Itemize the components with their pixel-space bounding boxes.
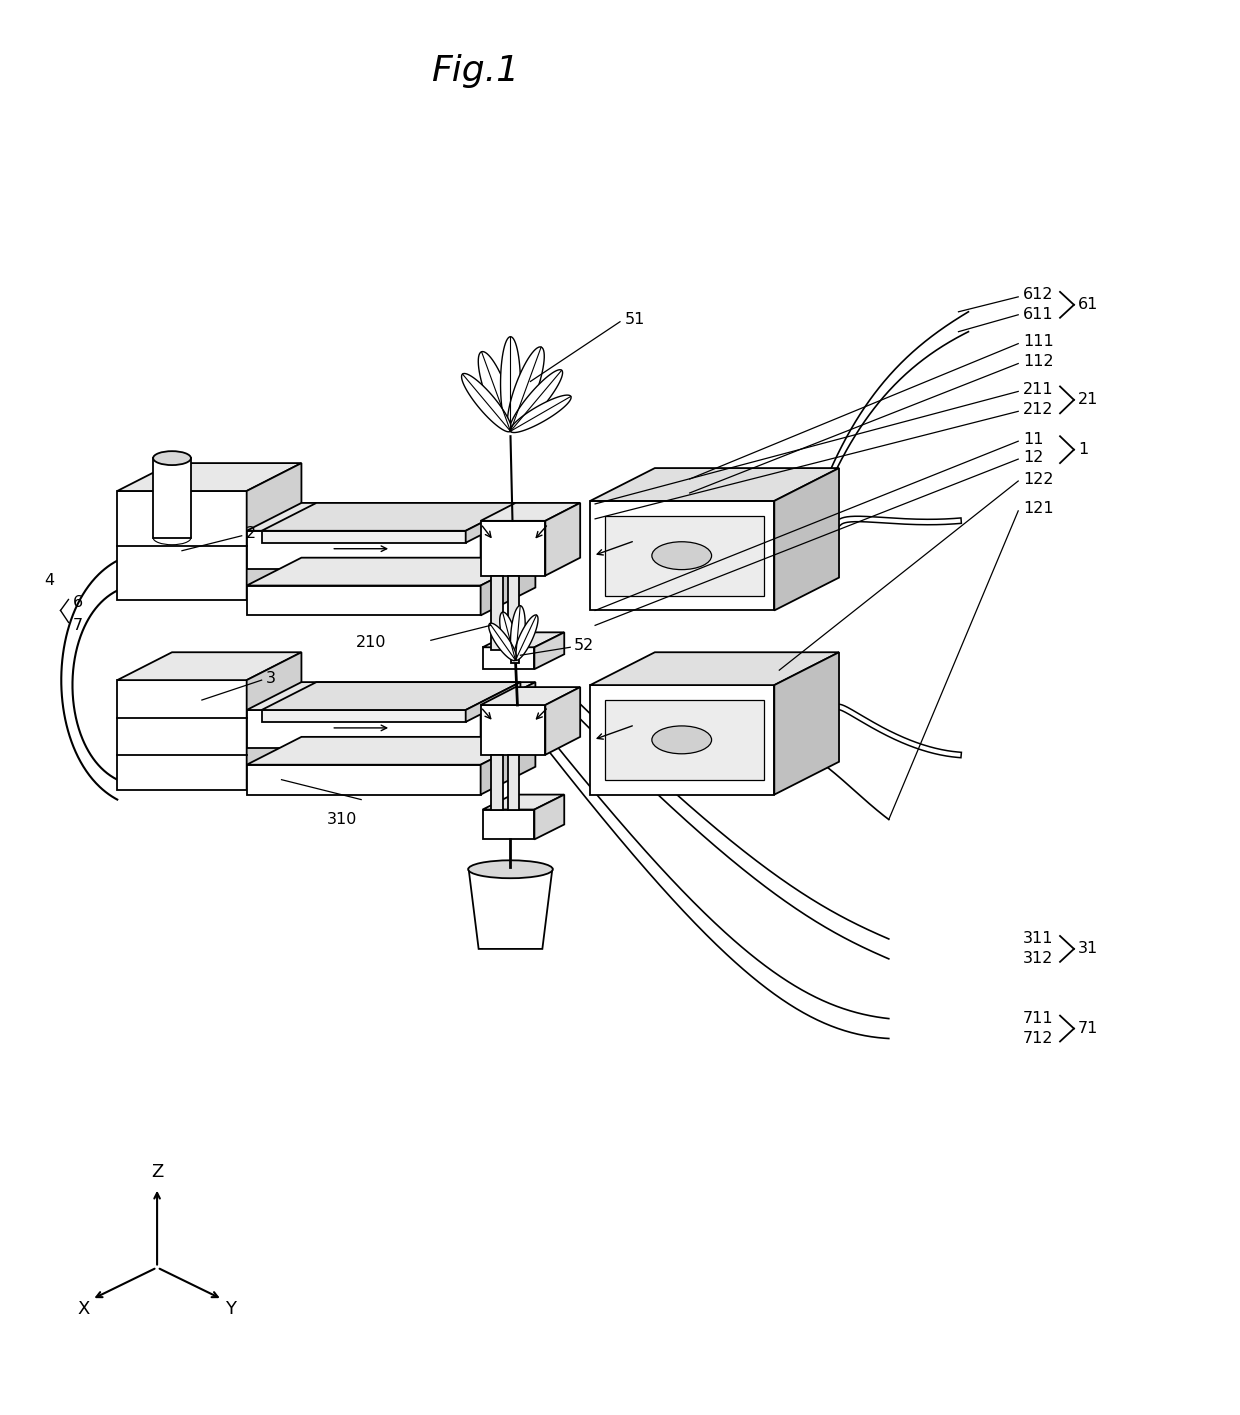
Polygon shape (481, 688, 580, 705)
Polygon shape (247, 710, 481, 747)
Polygon shape (262, 531, 466, 543)
Text: 61: 61 (1078, 297, 1099, 313)
Polygon shape (513, 616, 538, 661)
Text: 11: 11 (1023, 432, 1044, 447)
Polygon shape (482, 633, 564, 647)
Text: 51: 51 (625, 313, 645, 327)
Text: Z: Z (151, 1163, 164, 1182)
Text: 311: 311 (1023, 931, 1054, 947)
Polygon shape (481, 682, 536, 747)
Polygon shape (481, 737, 536, 795)
Polygon shape (262, 502, 521, 531)
Polygon shape (466, 502, 521, 543)
Polygon shape (510, 369, 563, 432)
Polygon shape (481, 502, 536, 569)
Polygon shape (489, 623, 517, 661)
Polygon shape (247, 652, 301, 790)
Polygon shape (774, 652, 839, 795)
Polygon shape (507, 754, 520, 809)
Text: 712: 712 (1023, 1032, 1054, 1046)
Polygon shape (118, 652, 301, 681)
Polygon shape (247, 558, 536, 586)
Polygon shape (247, 737, 536, 764)
Text: X: X (78, 1300, 91, 1317)
Polygon shape (247, 586, 481, 616)
Polygon shape (247, 682, 536, 710)
Polygon shape (118, 681, 247, 790)
Text: 122: 122 (1023, 471, 1054, 487)
Ellipse shape (153, 451, 191, 466)
Ellipse shape (469, 860, 553, 879)
Text: 310: 310 (326, 812, 357, 826)
Polygon shape (262, 710, 466, 722)
Text: 611: 611 (1023, 307, 1054, 323)
Polygon shape (511, 606, 526, 661)
Polygon shape (491, 754, 502, 809)
Text: 6: 6 (72, 594, 83, 610)
Polygon shape (507, 347, 544, 432)
Text: 52: 52 (574, 638, 594, 652)
Polygon shape (469, 869, 552, 949)
Polygon shape (118, 463, 301, 491)
Polygon shape (590, 652, 839, 685)
Polygon shape (534, 795, 564, 839)
Text: Y: Y (224, 1300, 236, 1317)
Text: 7: 7 (72, 618, 83, 633)
Polygon shape (534, 633, 564, 669)
Text: 12: 12 (1023, 450, 1044, 464)
Polygon shape (466, 682, 521, 722)
Polygon shape (546, 502, 580, 576)
Text: 71: 71 (1078, 1022, 1099, 1036)
Polygon shape (546, 688, 580, 754)
Text: 212: 212 (1023, 402, 1054, 417)
Polygon shape (500, 613, 518, 661)
Polygon shape (501, 337, 521, 432)
Polygon shape (481, 558, 536, 616)
Text: 210: 210 (356, 635, 386, 649)
Text: 312: 312 (1023, 951, 1054, 966)
Text: 112: 112 (1023, 354, 1054, 369)
Polygon shape (590, 685, 774, 795)
Text: Fig.1: Fig.1 (430, 54, 520, 88)
Polygon shape (590, 468, 839, 501)
Polygon shape (482, 795, 564, 809)
Text: 211: 211 (1023, 382, 1054, 398)
Polygon shape (511, 647, 520, 664)
Text: 1: 1 (1078, 441, 1089, 457)
Ellipse shape (652, 726, 712, 754)
Text: 2: 2 (246, 526, 255, 542)
Text: 31: 31 (1078, 941, 1099, 957)
Polygon shape (479, 351, 513, 432)
Text: 612: 612 (1023, 287, 1054, 303)
Polygon shape (247, 531, 481, 569)
Polygon shape (774, 468, 839, 610)
Polygon shape (247, 463, 301, 600)
Text: 711: 711 (1023, 1012, 1054, 1026)
Polygon shape (247, 502, 536, 531)
Polygon shape (481, 521, 546, 576)
Text: 121: 121 (1023, 501, 1054, 516)
Polygon shape (605, 700, 764, 780)
Polygon shape (507, 576, 520, 651)
Polygon shape (247, 764, 481, 795)
Polygon shape (481, 502, 580, 521)
Text: 4: 4 (45, 573, 55, 589)
Polygon shape (482, 647, 534, 669)
Polygon shape (153, 458, 191, 538)
Polygon shape (118, 491, 247, 600)
Polygon shape (510, 395, 572, 433)
Polygon shape (491, 576, 502, 651)
Polygon shape (262, 682, 521, 710)
Polygon shape (461, 374, 511, 432)
Ellipse shape (652, 542, 712, 570)
Polygon shape (481, 705, 546, 754)
Text: 111: 111 (1023, 334, 1054, 350)
Polygon shape (605, 516, 764, 596)
Text: 21: 21 (1078, 392, 1099, 408)
Polygon shape (482, 809, 534, 839)
Polygon shape (590, 501, 774, 610)
Ellipse shape (153, 531, 191, 545)
Text: 3: 3 (265, 671, 275, 686)
